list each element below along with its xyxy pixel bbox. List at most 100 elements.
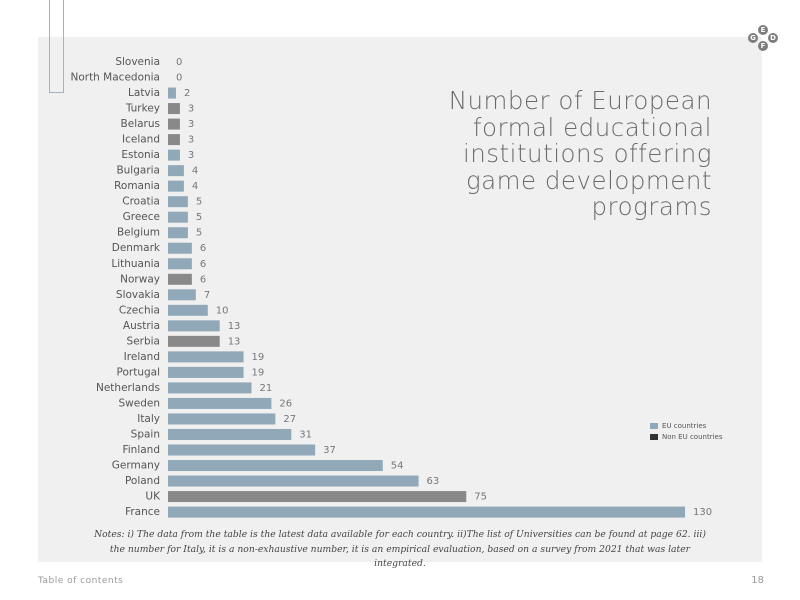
category-label: Germany (112, 460, 160, 472)
category-label: Croatia (122, 196, 160, 208)
category-label: Estonia (121, 149, 160, 161)
category-label: Denmark (112, 242, 161, 254)
bar (168, 211, 188, 223)
category-label: Bulgaria (116, 165, 160, 177)
value-label: 3 (188, 119, 194, 130)
bar (168, 351, 244, 363)
value-label: 0 (176, 57, 182, 68)
category-label: Norway (120, 273, 160, 285)
bar (168, 320, 220, 332)
chart-title-line: institutions offering (462, 139, 712, 168)
chart-title-line: formal educational (472, 112, 712, 142)
category-label: Ireland (124, 351, 160, 363)
chart-legend: EU countries Non EU countries (650, 420, 722, 442)
chart-title: Number of European formal educational in… (360, 86, 712, 221)
bar (168, 149, 180, 161)
bar (168, 273, 192, 285)
value-label: 6 (200, 259, 206, 270)
value-label: 5 (196, 212, 202, 223)
bar (168, 258, 192, 270)
chart-notes: Notes: i) The data from the table is the… (94, 529, 706, 569)
value-label: 31 (299, 429, 312, 440)
category-label: France (125, 506, 160, 518)
value-label: 130 (693, 507, 712, 518)
category-label: Spain (131, 428, 160, 440)
chart-title-line: game development (465, 165, 712, 195)
category-label: Latvia (128, 87, 160, 99)
value-label: 7 (204, 290, 210, 301)
bar (168, 335, 220, 347)
bar (168, 366, 244, 378)
logo-letter: E (758, 25, 768, 35)
bar (168, 196, 188, 208)
tab-marker (49, 0, 64, 93)
legend-item-eu: EU countries (650, 420, 722, 431)
bar (168, 242, 192, 254)
category-label: Slovakia (116, 289, 160, 301)
legend-item-non-eu: Non EU countries (650, 431, 722, 442)
bar (168, 428, 292, 440)
bar (168, 227, 188, 239)
category-label: Belarus (121, 118, 160, 130)
value-label: 4 (192, 166, 198, 177)
value-label: 5 (196, 197, 202, 208)
category-label: Austria (123, 320, 160, 332)
category-label: Poland (125, 475, 160, 487)
value-label: 63 (427, 476, 440, 487)
bar (168, 444, 316, 456)
category-label: Romania (114, 180, 160, 192)
value-label: 6 (200, 243, 206, 254)
category-label: Finland (122, 444, 160, 456)
bar (168, 397, 272, 409)
category-label: North Macedonia (70, 72, 160, 84)
value-label: 3 (188, 135, 194, 146)
value-label: 13 (228, 336, 241, 347)
chart-title-line: programs (591, 192, 712, 221)
logo-letter: D (768, 33, 778, 43)
legend-label: EU countries (662, 421, 707, 430)
logo-letter: G (748, 33, 758, 43)
value-label: 21 (260, 383, 273, 394)
value-label: 6 (200, 274, 206, 285)
bar (168, 103, 180, 115)
page-number: 18 (751, 575, 764, 586)
bar (168, 180, 184, 192)
category-label: Belgium (117, 227, 160, 239)
value-label: 13 (228, 321, 241, 332)
bar (168, 382, 252, 394)
value-label: 3 (188, 104, 194, 115)
chart-title-line: Number of European (448, 86, 712, 115)
category-label: Sweden (119, 397, 161, 409)
bar (168, 413, 276, 425)
category-label: Turkey (125, 103, 160, 115)
category-label: Serbia (127, 335, 160, 347)
value-label: 37 (323, 445, 336, 456)
value-label: 26 (279, 398, 292, 409)
bar (168, 87, 176, 99)
category-label: UK (145, 491, 161, 503)
value-label: 3 (188, 150, 194, 161)
legend-swatch (650, 422, 658, 429)
category-label: Netherlands (96, 382, 160, 394)
category-label: Portugal (117, 366, 161, 378)
category-label: Iceland (122, 134, 160, 146)
bar (168, 491, 467, 503)
value-label: 19 (252, 352, 265, 363)
value-label: 19 (252, 367, 265, 378)
value-label: 2 (184, 88, 190, 99)
bar (168, 460, 383, 472)
bar (168, 289, 196, 301)
value-label: 4 (192, 181, 198, 192)
category-label: Italy (137, 413, 160, 425)
bar (168, 475, 419, 487)
category-label: Lithuania (111, 258, 160, 270)
logo-letter: F (758, 41, 768, 51)
category-label: Greece (123, 211, 160, 223)
table-of-contents-link[interactable]: Table of contents (38, 576, 124, 586)
bar (168, 118, 180, 130)
bar (168, 304, 208, 316)
value-label: 54 (391, 461, 404, 472)
bar (168, 165, 184, 177)
legend-label: Non EU countries (662, 432, 723, 441)
